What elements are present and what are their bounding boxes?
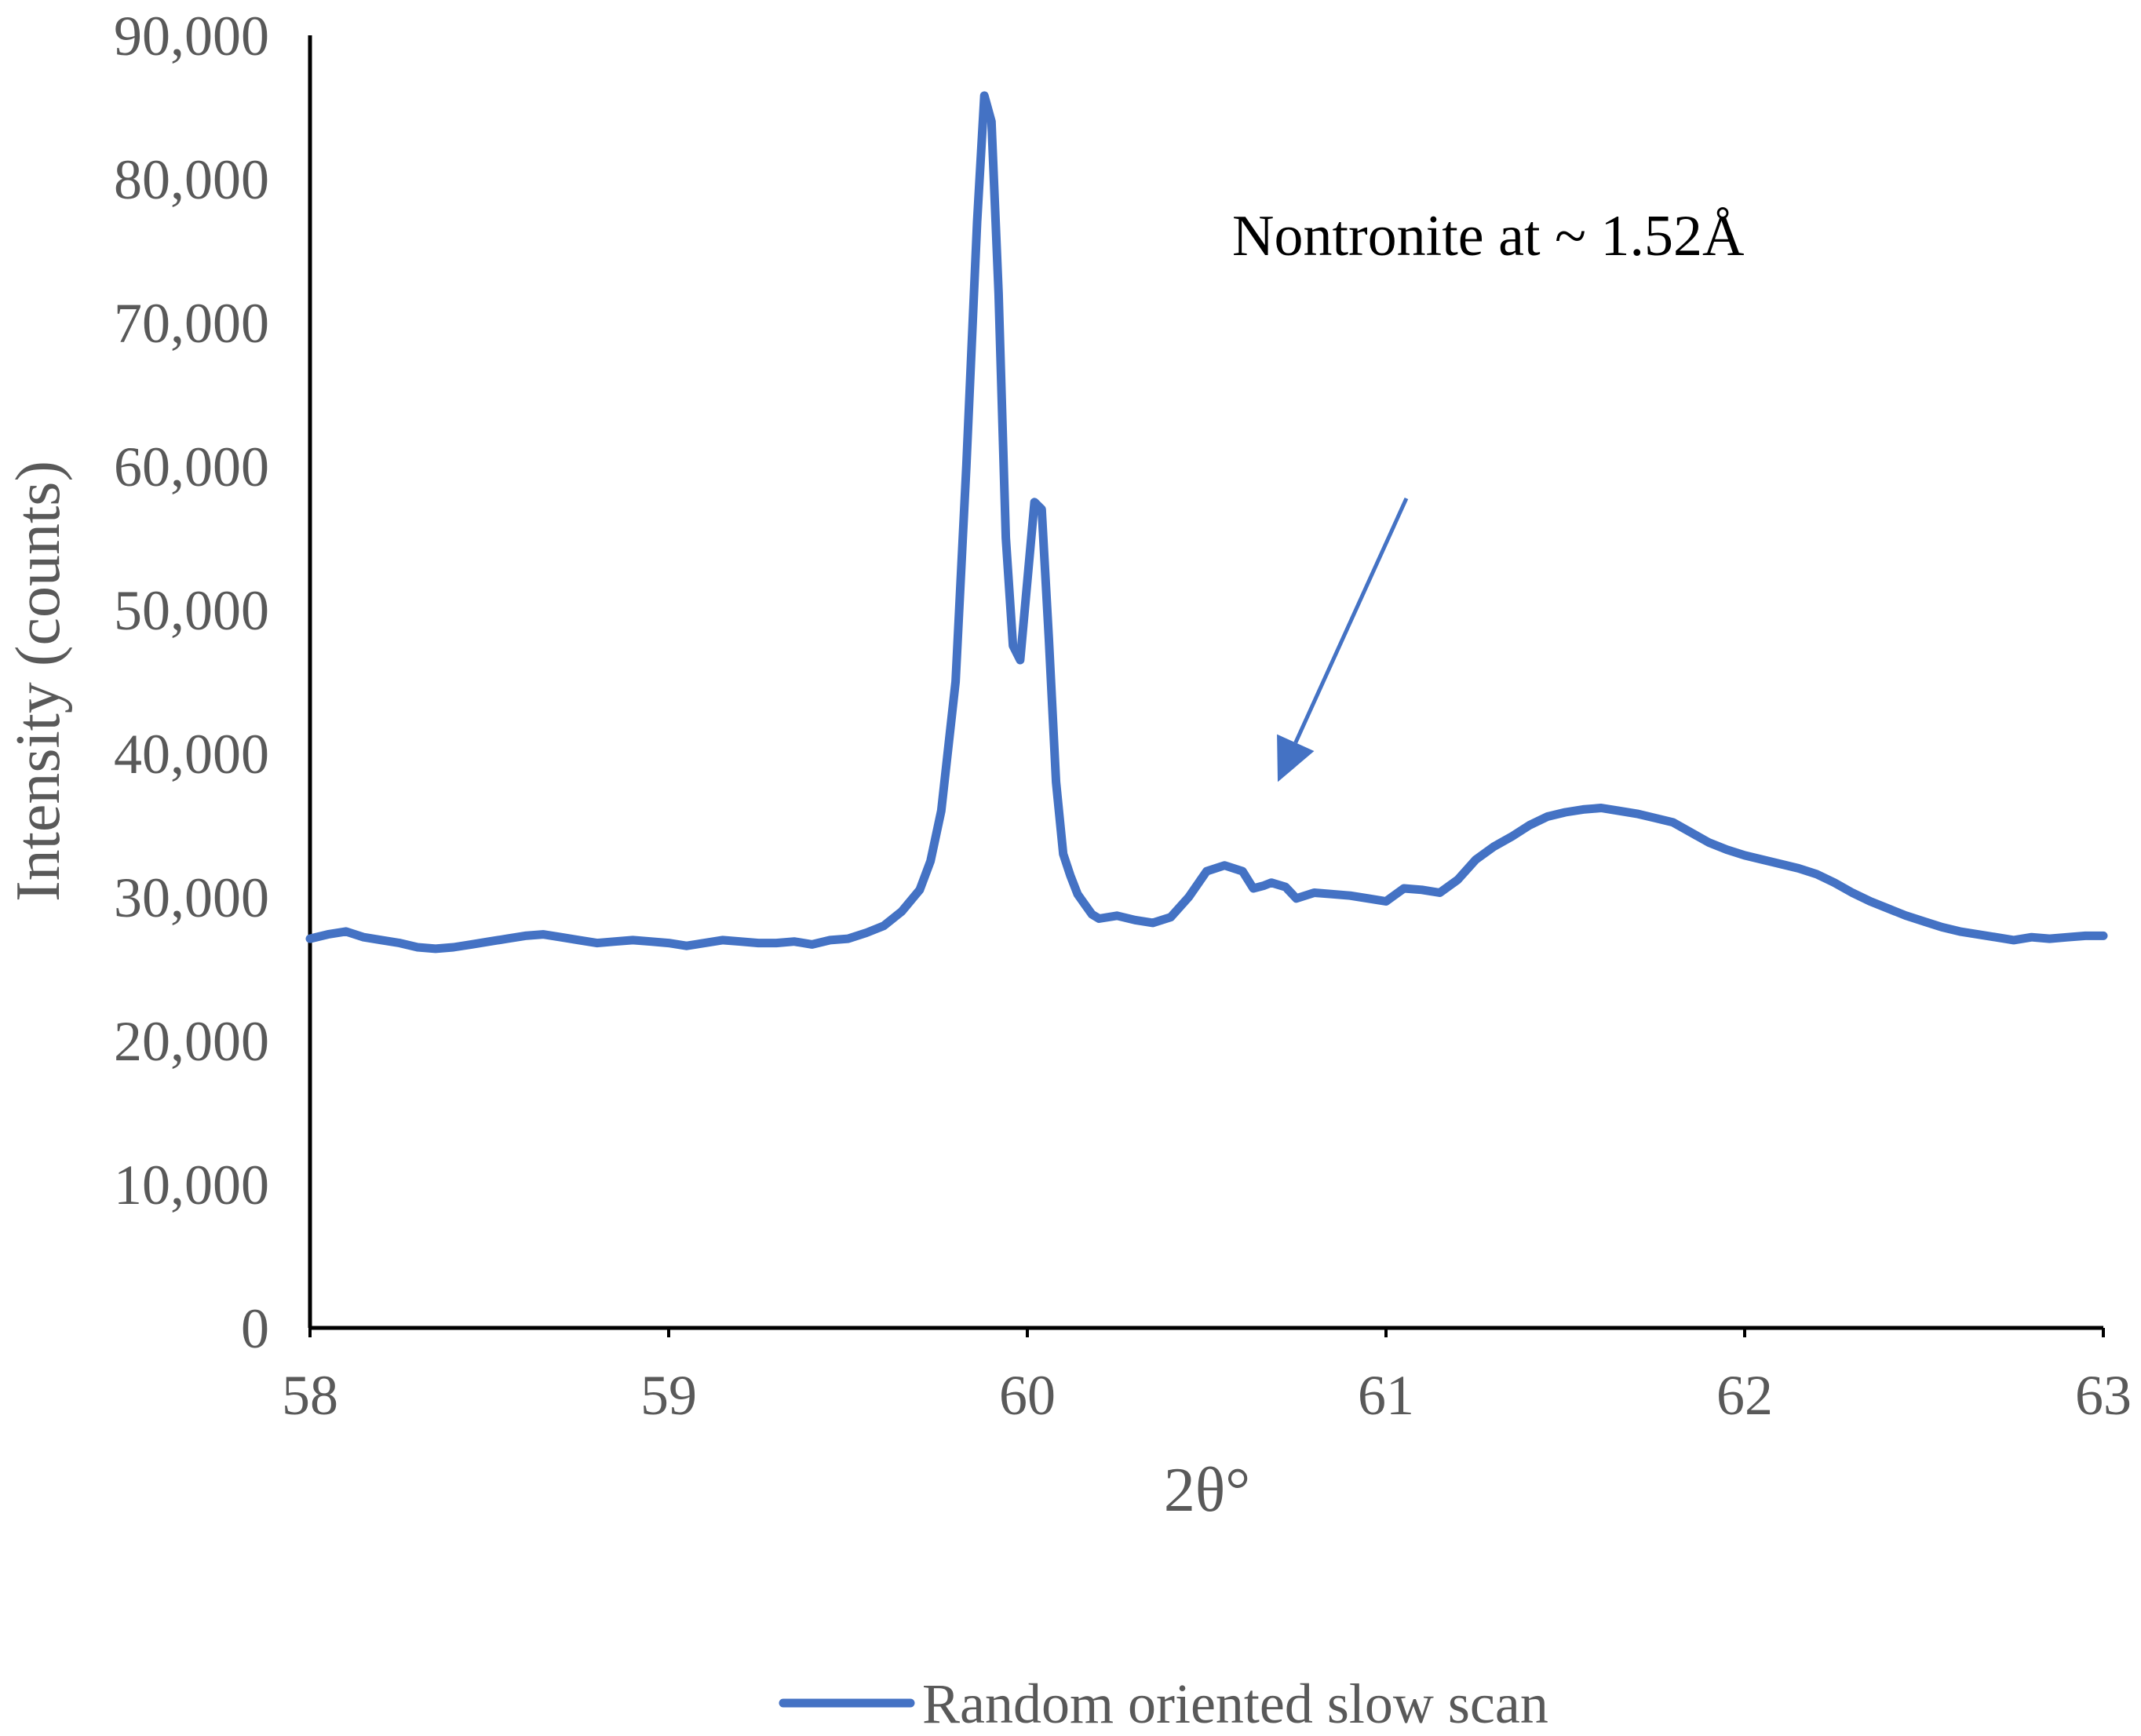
y-tick-label: 50,000	[114, 579, 269, 642]
x-tick-label: 62	[1716, 1364, 1773, 1427]
y-tick-label: 20,000	[114, 1010, 269, 1073]
y-tick-label: 70,000	[114, 292, 269, 355]
x-tick-label: 60	[999, 1364, 1056, 1427]
y-tick-label: 80,000	[114, 148, 269, 211]
annotation-arrow-head	[1277, 734, 1315, 782]
y-axis-ticks: 0 10,000 20,000 30,000 40,000 50,000 60,000 70,…	[114, 5, 269, 1360]
y-tick-label: 30,000	[114, 866, 269, 929]
annotation-text: Nontronite at ~ 1.52Å	[1232, 204, 1745, 268]
annotation-arrow-line	[1293, 497, 1409, 744]
x-axis-ticks: 58 59 60 61 62 63	[282, 1328, 2132, 1427]
y-axis-title: Intensity (counts)	[4, 461, 73, 902]
series-line	[305, 91, 2108, 954]
legend-label: Random oriented slow scan	[922, 1672, 1548, 1735]
y-tick-label: 90,000	[114, 5, 269, 67]
x-tick-label: 58	[282, 1364, 338, 1427]
y-tick-label: 10,000	[114, 1154, 269, 1216]
y-tick-label: 40,000	[114, 723, 269, 786]
y-tick-label: 60,000	[114, 436, 269, 498]
x-tick-label: 61	[1358, 1364, 1414, 1427]
y-tick-label: 0	[241, 1297, 269, 1360]
x-tick-label: 63	[2075, 1364, 2132, 1427]
x-axis-title: 2θ°	[1164, 1456, 1250, 1525]
x-tick-label: 59	[640, 1364, 697, 1427]
